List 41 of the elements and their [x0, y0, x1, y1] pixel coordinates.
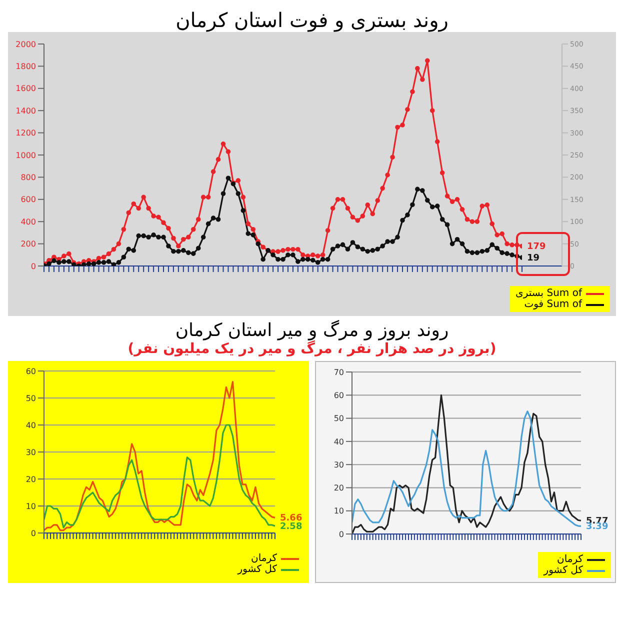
y-tick-label: 0: [338, 530, 344, 539]
y-tick-label: 50: [334, 414, 344, 424]
y-tick-label: 40: [26, 420, 36, 430]
chart-title: روند بستری و فوت استان کرمان: [174, 8, 450, 32]
text: روند بروز و مرگ و میر استان کرمان: [174, 320, 450, 341]
y-tick-label: 60: [26, 366, 36, 376]
legend-label: Sum of فوت: [524, 299, 582, 310]
y-tick-label: 40: [334, 437, 344, 446]
y-tick-label: 30: [334, 460, 344, 470]
y-tick-label: 400: [20, 217, 36, 226]
y-tick-label: 20: [334, 484, 344, 493]
y-tick-label: 30: [26, 448, 36, 457]
line-series: [352, 410, 581, 527]
y-tick-label: 0: [30, 528, 36, 538]
legend-label: کرمان: [250, 553, 277, 564]
y-tick-label: 1800: [16, 62, 36, 72]
y-tick-label: 2000: [16, 40, 36, 49]
legend-label: کل کشور: [544, 565, 583, 576]
y-tick-label: 1400: [16, 106, 36, 116]
y-tick-label: 60: [334, 390, 344, 400]
legend-label: کرمان: [556, 554, 583, 565]
data-label: 2.58: [280, 522, 302, 532]
data-label: 3.39: [586, 522, 608, 532]
y-tick-label: 10: [334, 506, 344, 516]
y-tick-label: 800: [20, 173, 36, 182]
line-series: [44, 424, 275, 528]
y-tick-label: 70: [334, 368, 344, 377]
y-tick-label: 20: [26, 474, 36, 484]
legend-label: کل کشور: [238, 564, 277, 575]
data-label: 19: [527, 254, 540, 264]
y-tick-label: 600: [20, 195, 36, 204]
y-tick-label: 10: [26, 502, 36, 511]
y-tick-label: 50: [26, 394, 36, 403]
legend-label: Sum of بستری: [516, 288, 582, 299]
y-tick-label: 0: [30, 262, 36, 271]
y-tick-label: 1600: [16, 84, 36, 94]
y-tick-label: 200: [20, 240, 36, 249]
y-tick-label: 1200: [16, 128, 36, 138]
text: (بروز در صد هزار نفر ، مرگ و میر در یک میلیون نفر): [126, 341, 498, 357]
y-tick-label: 1000: [16, 150, 36, 160]
data-label: 179: [527, 242, 546, 252]
